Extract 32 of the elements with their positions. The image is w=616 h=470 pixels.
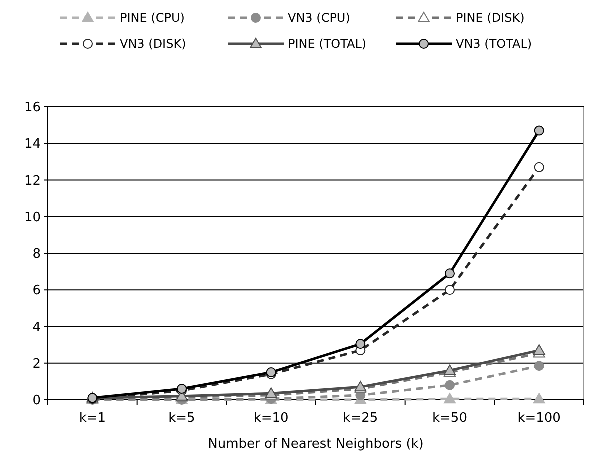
legend-label: VN3 (TOTAL) bbox=[456, 37, 532, 52]
x-tick-label: k=50 bbox=[432, 411, 468, 426]
y-tick-label: 8 bbox=[32, 247, 41, 262]
y-tick-label: 4 bbox=[32, 320, 41, 336]
x-tick-label: k=1 bbox=[79, 411, 106, 426]
point bbox=[533, 393, 546, 404]
point bbox=[444, 393, 456, 404]
y-tick-label: 6 bbox=[32, 284, 41, 299]
x-tick-label: k=5 bbox=[168, 411, 196, 426]
point bbox=[445, 285, 455, 296]
x-tick-label: k=100 bbox=[518, 411, 561, 426]
y-tick-label: 10 bbox=[24, 210, 41, 226]
legend-label: PINE (TOTAL) bbox=[288, 37, 367, 52]
point bbox=[533, 344, 546, 356]
point bbox=[534, 361, 544, 372]
y-tick-label: 12 bbox=[24, 174, 41, 189]
y-tick-label: 0 bbox=[32, 394, 41, 409]
legend-label: VN3 (DISK) bbox=[120, 37, 186, 52]
x-axis-title: Number of Nearest Neighbors (k) bbox=[208, 437, 424, 452]
x-tick-label: k=25 bbox=[343, 411, 378, 426]
legend-label: PINE (CPU) bbox=[120, 11, 185, 26]
point bbox=[445, 380, 455, 390]
point bbox=[534, 126, 544, 136]
y-tick-label: 2 bbox=[32, 356, 41, 372]
point bbox=[534, 162, 544, 172]
point bbox=[356, 339, 366, 350]
point bbox=[445, 268, 455, 279]
y-tick-label: 14 bbox=[24, 137, 41, 152]
x-tick-label: k=10 bbox=[254, 411, 289, 426]
legend-label: PINE (DISK) bbox=[456, 11, 525, 26]
y-tick-label: 16 bbox=[24, 100, 41, 116]
legend-label: VN3 (CPU) bbox=[288, 11, 350, 26]
